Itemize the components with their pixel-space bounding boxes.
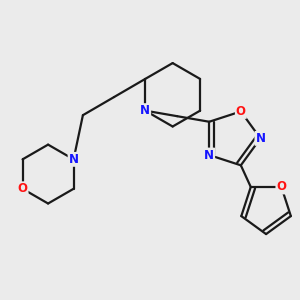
Text: O: O: [236, 105, 246, 118]
Text: N: N: [69, 153, 79, 166]
Text: N: N: [204, 148, 214, 161]
Text: O: O: [18, 182, 28, 195]
Text: O: O: [276, 181, 286, 194]
Text: N: N: [255, 132, 266, 145]
Text: N: N: [140, 104, 150, 117]
